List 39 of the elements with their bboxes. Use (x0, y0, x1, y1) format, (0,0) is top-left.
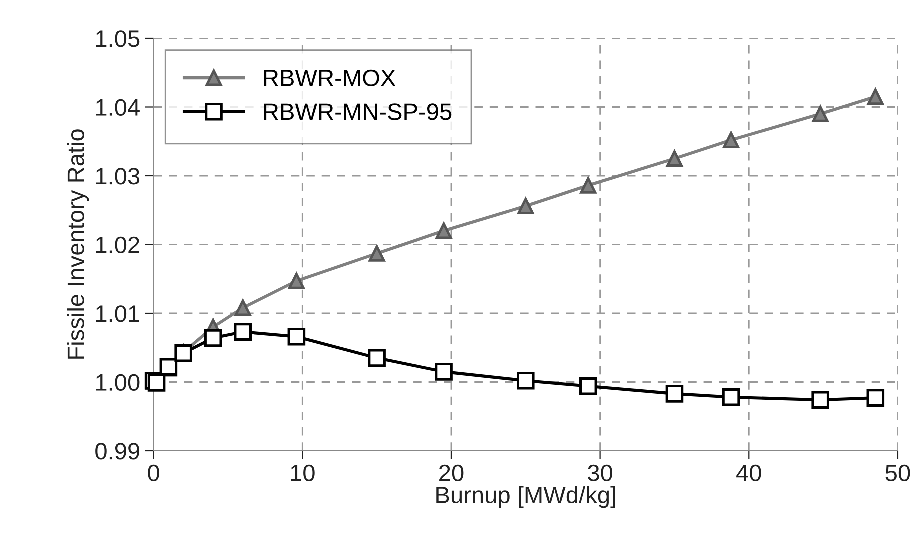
point (288, 272, 305, 290)
point (234, 300, 252, 316)
point (580, 377, 598, 396)
y-tick-label: 1.00 (96, 374, 140, 392)
point (722, 388, 740, 406)
point (435, 363, 453, 381)
point (723, 132, 740, 148)
point (866, 389, 885, 407)
point (288, 328, 306, 346)
y-tick-label: 1.04 (96, 99, 140, 116)
x-tick-label: 30 (588, 464, 613, 482)
point (867, 88, 884, 106)
y-tick-label: 1.03 (96, 168, 140, 185)
y-axis-title: Fissile Inventory Ratio (67, 130, 90, 359)
x-tick-label: 40 (736, 464, 762, 482)
x-tick-label: 0 (148, 464, 160, 482)
point (204, 329, 222, 348)
x-axis-title: Burnup [MWd/kg] (436, 486, 616, 508)
point (368, 349, 386, 368)
x-tick-label: 10 (291, 464, 315, 482)
y-tick-label: 1.02 (96, 236, 140, 254)
point (812, 106, 829, 122)
point (812, 391, 830, 410)
y-tick-label: 1.01 (96, 306, 140, 322)
point (234, 323, 252, 341)
legend-label: RBWR-MN-SP-95 (264, 104, 452, 120)
point (666, 385, 684, 403)
y-tick-label: 0.99 (96, 443, 140, 460)
point (517, 372, 535, 390)
point (580, 177, 597, 194)
point (518, 198, 534, 214)
point (368, 245, 386, 262)
point (666, 150, 683, 168)
x-tick-label: 50 (886, 464, 910, 482)
point (436, 222, 452, 240)
point (148, 374, 166, 392)
y-tick-label: 1.05 (96, 30, 140, 48)
legend-label: RBWR-MOX (264, 70, 396, 87)
x-tick-label: 20 (440, 464, 464, 482)
